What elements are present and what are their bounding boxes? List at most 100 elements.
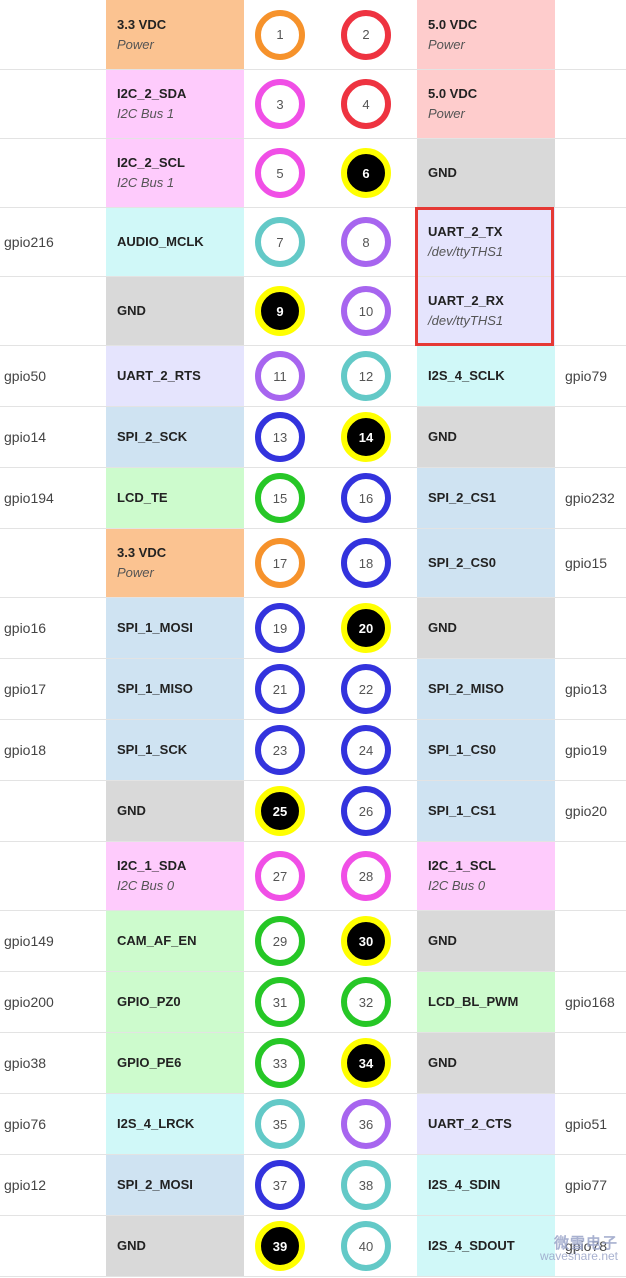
right-gpio-label: gpio20 [565,803,608,819]
left-gpio-label [0,139,105,207]
right-pin-cell: 8 [322,208,410,276]
left-gpio-label: gpio149 [4,933,54,949]
pin-number-circle: 23 [255,725,305,775]
left-gpio-label [0,529,105,597]
pin-number-circle: 38 [341,1160,391,1210]
function-subtitle: I2C Bus 1 [117,106,175,121]
left-function-cell: SPI_1_MOSI [106,598,244,658]
function-name: SPI_1_MISO [117,681,193,696]
pin-row: gpio16 SPI_1_MOSI 19 20 GND [0,598,626,659]
left-function-cell: SPI_2_SCK [106,407,244,467]
left-function-cell: LCD_TE [106,468,244,528]
pin-row: GND 9 10 UART_2_RX/dev/ttyTHS1 [0,277,626,346]
right-pin-cell: 10 [322,277,410,345]
pin-number-circle: 26 [341,786,391,836]
left-pin-cell: 1 [236,0,324,69]
right-function-cell: LCD_BL_PWM [417,972,555,1032]
right-gpio-label: gpio15 [565,555,608,571]
right-pin-cell: 26 [322,781,410,841]
right-function-cell: GND [417,139,555,207]
pin-row: gpio38 GPIO_PE6 33 34 GND [0,1033,626,1094]
left-pin-cell: 9 [236,277,324,345]
function-name: UART_2_RX [428,293,504,308]
right-gpio-label [556,70,626,138]
left-pin-cell: 13 [236,407,324,467]
right-pin-cell: 40 [322,1216,410,1276]
pin-row: gpio12 SPI_2_MOSI 37 38 I2S_4_SDIN gpio77 [0,1155,626,1216]
pin-number-circle: 10 [341,286,391,336]
pin-row: gpio17 SPI_1_MISO 21 22 SPI_2_MISO gpio13 [0,659,626,720]
right-function-cell: SPI_2_CS1 [417,468,555,528]
right-gpio-label [556,277,626,345]
right-pin-cell: 36 [322,1094,410,1154]
left-pin-cell: 29 [236,911,324,971]
function-name: 5.0 VDC [428,16,478,32]
pin-number-circle: 22 [341,664,391,714]
pin-number-circle: 20 [341,603,391,653]
left-function-cell: AUDIO_MCLK [106,208,244,276]
left-pin-cell: 7 [236,208,324,276]
left-function-cell: I2C_2_SCL I2C Bus 1 [106,139,244,207]
left-gpio-label [0,0,105,69]
pin-row: gpio216 AUDIO_MCLK 7 8 UART_2_TX/dev/ttyTHS1 [0,208,626,277]
right-pin-cell: 2 [322,0,410,69]
function-subtitle: /dev/ttyTHS1 [428,244,504,259]
pin-number-circle: 34 [341,1038,391,1088]
left-pin-cell: 11 [236,346,324,406]
pin-number-circle: 27 [255,851,305,901]
right-function-cell: SPI_2_MISO [417,659,555,719]
pin-row: gpio149 CAM_AF_EN 29 30 GND [0,911,626,972]
left-pin-cell: 19 [236,598,324,658]
pin-row: GND 39 40 I2S_4_SDOUT gpio78 [0,1216,626,1277]
left-pin-cell: 25 [236,781,324,841]
function-name: LCD_TE [117,490,168,505]
right-gpio-label [556,0,626,69]
left-gpio-label [0,70,105,138]
function-name: I2S_4_SDOUT [428,1238,515,1253]
right-function-cell: I2C_1_SCL I2C Bus 0 [417,842,555,910]
right-gpio-label [556,911,626,971]
function-name: I2S_4_SCLK [428,368,505,383]
function-name: GND [428,933,457,948]
left-gpio-label: gpio76 [4,1116,47,1132]
left-pin-cell: 27 [236,842,324,910]
pin-number-circle: 32 [341,977,391,1027]
pin-number-circle: 15 [255,473,305,523]
right-pin-cell: 12 [322,346,410,406]
left-function-cell: 3.3 VDC Power [106,0,244,69]
right-gpio-label [556,1033,626,1093]
function-name: UART_2_TX [428,224,503,239]
pin-row: gpio194 LCD_TE 15 16 SPI_2_CS1 gpio232 [0,468,626,529]
function-name: GND [117,303,146,318]
pin-row: gpio76 I2S_4_LRCK 35 36 UART_2_CTS gpio51 [0,1094,626,1155]
pin-row: gpio14 SPI_2_SCK 13 14 GND [0,407,626,468]
right-pin-cell: 34 [322,1033,410,1093]
right-pin-cell: 4 [322,70,410,138]
pin-number-circle: 11 [255,351,305,401]
function-name: SPI_2_CS1 [428,490,496,505]
left-gpio-label [0,277,105,345]
pin-number-circle: 18 [341,538,391,588]
pin-number-circle: 24 [341,725,391,775]
pin-row: gpio50 UART_2_RTS 11 12 I2S_4_SCLK gpio79 [0,346,626,407]
pin-number-circle: 21 [255,664,305,714]
right-function-cell: GND [417,911,555,971]
left-gpio-label: gpio200 [4,994,54,1010]
left-function-cell: GND [106,781,244,841]
right-pin-cell: 22 [322,659,410,719]
right-pin-cell: 18 [322,529,410,597]
right-gpio-label [556,208,626,276]
pin-number-circle: 5 [255,148,305,198]
right-gpio-label: gpio78 [565,1238,608,1254]
function-name: SPI_2_CS0 [428,555,496,570]
left-function-cell: I2S_4_LRCK [106,1094,244,1154]
left-pin-cell: 17 [236,529,324,597]
right-function-cell: SPI_2_CS0 [417,529,555,597]
function-name: I2C_1_SCL [428,858,496,873]
pin-row: I2C_2_SCL I2C Bus 1 5 6 GND [0,139,626,208]
function-name: SPI_2_SCK [117,429,188,444]
right-pin-cell: 20 [322,598,410,658]
right-pin-cell: 38 [322,1155,410,1215]
